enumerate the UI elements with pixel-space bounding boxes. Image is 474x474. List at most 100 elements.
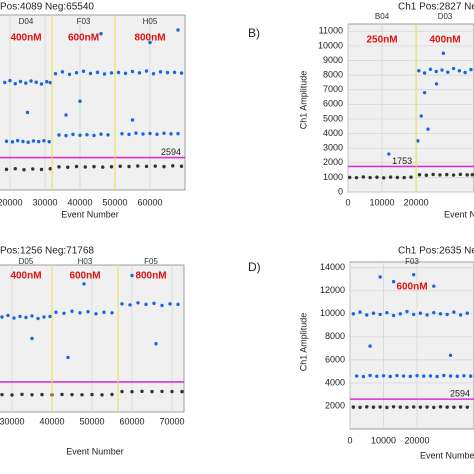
data-point (368, 175, 372, 180)
data-point (102, 310, 106, 314)
data-point (78, 99, 82, 103)
data-point (83, 165, 87, 169)
data-point (34, 80, 38, 84)
data-point (136, 164, 140, 168)
concentration-label: 800nM (135, 271, 166, 282)
data-point (432, 284, 436, 288)
data-point (148, 131, 152, 136)
y-tick-label: 4000 (325, 377, 345, 387)
data-point (31, 139, 36, 143)
data-point (428, 374, 433, 378)
data-point (385, 405, 389, 410)
data-point (180, 389, 184, 394)
data-point (445, 312, 449, 317)
data-point (141, 132, 145, 136)
data-point (458, 405, 463, 409)
data-point (361, 175, 366, 179)
data-point (130, 69, 135, 74)
data-point (170, 389, 174, 394)
data-point (388, 175, 393, 179)
data-point (71, 132, 75, 137)
data-point (92, 164, 96, 169)
data-point (70, 392, 74, 397)
data-point (130, 390, 134, 394)
y-tick-label: 10000 (318, 40, 343, 50)
data-point (24, 315, 28, 320)
well-label: H05 (143, 17, 158, 26)
data-point (371, 311, 376, 315)
data-point (10, 393, 14, 397)
y-tick-label: 8000 (323, 70, 343, 80)
data-point (452, 405, 456, 409)
panel-label: B) (248, 26, 260, 40)
data-point (102, 72, 107, 76)
chart-title: Ch1 Pos:2635 Ne (398, 246, 474, 257)
x-tick-label: 30000 (32, 197, 57, 207)
data-point (8, 78, 12, 83)
y-tick-label: 11000 (319, 26, 343, 36)
data-point (0, 315, 4, 319)
data-point (130, 273, 134, 278)
panel: 30000 40000 50000 60000 70000 D05 400nM H03 600n… (0, 246, 185, 456)
data-point (109, 71, 114, 75)
data-point (47, 140, 51, 144)
data-point (20, 392, 24, 397)
concentration-label: 400nM (10, 33, 41, 44)
panel: 20000 30000 40000 50000 60000 D04 400nM F03 600n… (0, 2, 186, 219)
data-point (74, 164, 79, 169)
data-point (169, 132, 173, 136)
data-point (458, 313, 463, 317)
x-tick-label: 10000 (371, 435, 396, 445)
data-point (468, 374, 473, 378)
x-axis-title: Event Number (66, 446, 124, 456)
data-point (469, 67, 473, 72)
data-point (94, 312, 98, 316)
data-point (92, 133, 96, 138)
data-point (53, 72, 58, 76)
plot-area (0, 14, 186, 191)
data-point (62, 311, 66, 315)
data-point (110, 392, 114, 397)
data-point (465, 173, 469, 177)
data-point (438, 405, 443, 409)
data-point (10, 140, 15, 144)
data-point (361, 374, 366, 379)
data-point (3, 80, 7, 85)
data-point (48, 167, 52, 171)
panel-label: D) (248, 260, 261, 274)
well-label: F03 (77, 17, 91, 26)
data-point (12, 316, 16, 320)
data-point (431, 172, 435, 177)
x-tick-label: 30000 (0, 416, 25, 426)
data-point (179, 164, 184, 168)
chart-title: Ch1 Pos:2827 Ne (398, 2, 474, 13)
x-tick-label: 40000 (39, 416, 64, 426)
data-point (31, 167, 35, 171)
data-point (457, 69, 462, 73)
well-label: D05 (19, 257, 34, 266)
x-tick-label: 0 (347, 435, 352, 445)
data-point (136, 301, 140, 305)
concentration-label: 400nM (10, 271, 41, 282)
y-axis-title: Ch1 Amplitude (298, 71, 308, 130)
data-point (411, 312, 416, 317)
data-point (165, 70, 170, 75)
data-point (411, 405, 416, 409)
well-label: D04 (19, 17, 34, 26)
data-point (371, 405, 376, 409)
data-point (127, 132, 131, 137)
y-tick-label: 6000 (323, 99, 343, 109)
data-point (425, 313, 429, 317)
data-point (116, 70, 121, 75)
data-point (95, 70, 100, 75)
data-point (398, 312, 402, 316)
data-point (417, 173, 422, 177)
data-point (432, 405, 436, 410)
data-point (405, 405, 409, 409)
data-point (144, 69, 149, 73)
concentration-label: 600nM (396, 282, 427, 293)
data-point (446, 70, 450, 74)
y-tick-label: 5000 (323, 113, 343, 123)
y-tick-label: 9000 (323, 55, 343, 65)
data-point (120, 389, 124, 394)
